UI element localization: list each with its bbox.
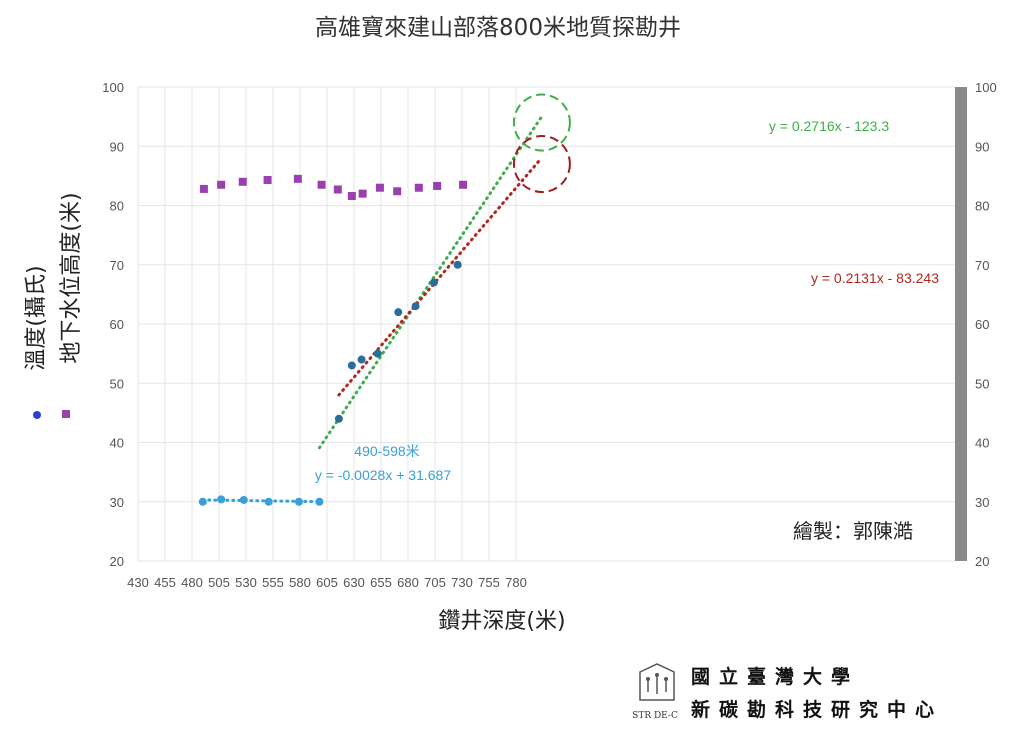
y-tick-label-left: 80 <box>110 199 124 214</box>
y-tick-label-right: 70 <box>975 258 989 273</box>
institution-name-line1: 國立臺灣大學 <box>691 665 859 688</box>
trendline-equation-blue: y = -0.0028x + 31.687 <box>315 467 451 483</box>
x-tick-label: 430 <box>127 575 149 590</box>
x-tick-label: 730 <box>451 575 473 590</box>
x-tick-label: 655 <box>370 575 392 590</box>
y-tick-label-left: 100 <box>102 80 124 95</box>
y-tick-label-left: 20 <box>110 554 124 569</box>
trendline-label-range: 490-598米 <box>354 443 419 459</box>
trendline-equation-green: y = 0.2716x - 123.3 <box>769 118 889 134</box>
y-tick-label-right: 80 <box>975 199 989 214</box>
data-point-circle <box>411 302 420 311</box>
data-point-square <box>333 185 342 194</box>
y-tick-label-right: 40 <box>975 436 989 451</box>
institution-logo <box>639 663 675 701</box>
data-point-square <box>414 183 423 192</box>
trendline-equation-red: y = 0.2131x - 83.243 <box>811 270 939 286</box>
highlight-circles <box>512 93 571 194</box>
y-tick-label-right: 20 <box>975 554 989 569</box>
trendline <box>337 157 543 397</box>
data-point-circle <box>347 361 356 370</box>
data-point-circle <box>453 260 462 269</box>
data-point-square <box>317 180 326 189</box>
tick-labels: 20 20 30 30 40 40 50 50 60 60 70 70 80 80 90 90 100 100 43… <box>102 80 996 590</box>
x-tick-label: 755 <box>478 575 500 590</box>
x-tick-label: 530 <box>235 575 257 590</box>
y-tick-label-right: 100 <box>975 80 997 95</box>
data-point-square <box>199 184 208 193</box>
data-point-square <box>347 192 356 201</box>
data-point-circle <box>239 495 248 504</box>
x-tick-label: 555 <box>262 575 284 590</box>
data-point-square <box>263 176 272 185</box>
data-point-square <box>459 180 468 189</box>
highlight-circle <box>512 135 571 194</box>
data-point-circle <box>198 497 207 506</box>
y-tick-label-right: 60 <box>975 317 989 332</box>
y-tick-label-left: 60 <box>110 317 124 332</box>
data-point-circle <box>294 497 303 506</box>
data-point-circle <box>394 308 403 317</box>
data-point-circle <box>373 349 382 358</box>
right-axis-bar <box>955 87 967 561</box>
data-point-square <box>238 177 247 186</box>
data-point-circle <box>217 495 226 504</box>
x-axis-label: 鑽井深度(米) <box>438 609 565 634</box>
data-point-square <box>217 180 226 189</box>
x-tick-label: 480 <box>181 575 203 590</box>
data-point-circle <box>264 497 273 506</box>
chart-title: 高雄寶來建山部落800米地質探勘井 <box>315 15 681 41</box>
logo-text: STR DE-C <box>632 711 678 721</box>
data-point-square <box>358 189 367 198</box>
y-tick-label-left: 90 <box>110 139 124 154</box>
y-tick-label-left: 40 <box>110 436 124 451</box>
y-axis-label-right: 地下水位高度(米) <box>59 192 84 363</box>
x-tick-label: 780 <box>505 575 527 590</box>
y-tick-label-right: 30 <box>975 495 989 510</box>
data-point-circle <box>315 497 324 506</box>
y-tick-label-left: 70 <box>110 258 124 273</box>
y-tick-label-left: 30 <box>110 495 124 510</box>
grid <box>137 86 955 562</box>
data-points <box>198 174 468 506</box>
x-tick-label: 605 <box>316 575 338 590</box>
highlight-circle <box>512 93 571 152</box>
data-point-circle <box>357 355 366 364</box>
data-point-circle <box>429 278 438 287</box>
data-point-square <box>375 183 384 192</box>
x-tick-label: 580 <box>289 575 311 590</box>
legend-square-marker <box>62 410 70 418</box>
x-tick-label: 455 <box>154 575 176 590</box>
y-tick-label-right: 50 <box>975 376 989 391</box>
y-axis-label-left: 溫度(攝氏) <box>24 265 49 370</box>
institution-name-line2: 新碳勘科技研究中心 <box>691 698 943 721</box>
y-tick-label-right: 90 <box>975 139 989 154</box>
data-point-square <box>293 174 302 183</box>
x-tick-label: 505 <box>208 575 230 590</box>
legend-circle-marker <box>33 411 41 419</box>
data-point-square <box>433 181 442 190</box>
data-point-square <box>393 187 402 196</box>
data-point-circle <box>334 414 343 423</box>
x-tick-label: 680 <box>397 575 419 590</box>
y-tick-label-left: 50 <box>110 376 124 391</box>
x-tick-label: 705 <box>424 575 446 590</box>
credit-text: 繪製：郭陳澔 <box>793 519 913 543</box>
x-tick-label: 630 <box>343 575 365 590</box>
